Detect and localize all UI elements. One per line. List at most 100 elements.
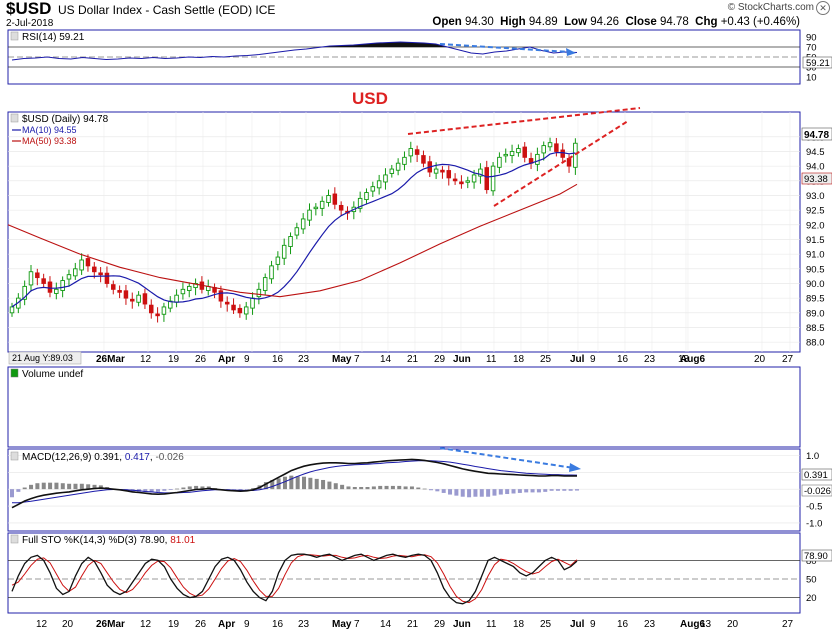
macd-histogram-bar — [181, 487, 186, 490]
bottom-x-tick-label: Apr — [218, 619, 235, 630]
ma10-line — [11, 152, 576, 308]
x-tick-label: Aug6 — [680, 354, 705, 365]
bottom-x-tick-label: 29 — [434, 619, 446, 630]
candle-up — [319, 200, 325, 209]
candle-up — [383, 174, 388, 183]
candle-down — [484, 167, 490, 191]
bottom-x-tick-label: 26 — [195, 619, 207, 630]
candle-up — [313, 206, 319, 210]
macd-histogram-bar — [187, 486, 192, 490]
candle-down — [440, 169, 445, 173]
open-label: Open — [432, 16, 462, 28]
instrument-name: US Dollar Index - Cash Settle (EOD) ICE — [58, 3, 275, 17]
macd-title: MACD(12,26,9) 0.391, 0.417, -0.026 — [10, 451, 184, 463]
candle-up — [357, 197, 363, 209]
macd-histogram-bar — [359, 486, 364, 490]
macd-line — [11, 458, 578, 509]
rsi-last-label: 59.21 — [806, 58, 830, 69]
bottom-x-tick-label: May — [332, 619, 352, 630]
candle-up — [22, 285, 27, 300]
candle-up — [307, 209, 312, 221]
bottom-x-tick-label: Jun — [453, 619, 471, 630]
price-y-tick: 93.0 — [806, 191, 825, 202]
macd-histogram-bar — [289, 475, 294, 490]
macd-histogram-bar — [441, 489, 446, 493]
candle-up — [509, 151, 515, 157]
bottom-x-tick-label: 14 — [380, 619, 392, 630]
bottom-x-tick-label: 12 — [140, 619, 152, 630]
sto-last-tag: 78.90 — [801, 549, 832, 562]
price-y-tick: 92.5 — [806, 206, 825, 217]
low-value: 94.26 — [590, 16, 620, 28]
macd-histogram-bar — [333, 483, 338, 490]
candle-up — [250, 297, 255, 309]
macd-histogram-bar — [492, 489, 497, 496]
candle-up — [66, 274, 72, 280]
macd-histogram-bar — [505, 489, 510, 495]
bottom-x-tick-label: 27 — [782, 619, 794, 630]
volume-title: Volume undef — [10, 368, 83, 380]
candle-down — [459, 181, 464, 185]
candle-down — [566, 158, 572, 167]
candle-up — [503, 153, 508, 157]
chart-header: $USD US Dollar Index - Cash Settle (EOD)… — [0, 0, 832, 30]
candle-up — [79, 259, 84, 271]
macd-histogram-bar — [486, 489, 491, 497]
macd-histogram-bar — [270, 479, 275, 490]
x-tick-label: 29 — [434, 354, 446, 365]
macd-y-tick: 1.0 — [806, 451, 819, 462]
candle-up — [60, 280, 65, 291]
price-y-tick: 89.0 — [806, 308, 825, 319]
bottom-x-tick-label: 20 — [727, 619, 739, 630]
macd-histogram-bar — [416, 487, 421, 490]
candle-up — [269, 265, 274, 280]
price-y-tick: 88.5 — [806, 323, 825, 334]
rsi-divergence-arrow — [439, 43, 571, 53]
macd-histogram-bar — [321, 479, 326, 490]
rsi-title: RSI(14) 59.21 — [10, 31, 85, 43]
ma10-legend: MA(10) 94.55 — [22, 125, 77, 135]
macd-arrow-head — [569, 463, 581, 472]
macd-histogram-bar — [149, 489, 154, 493]
exchange-label: ICE — [255, 3, 276, 17]
bottom-x-tick-label: 18 — [513, 619, 525, 630]
x-tick-label: 19 — [168, 354, 180, 365]
candle-down — [117, 290, 122, 293]
price-y-tick: 92.0 — [806, 220, 825, 231]
candle-up — [300, 218, 306, 230]
candle-up — [516, 148, 521, 154]
candle-up — [161, 306, 167, 315]
candle-up — [547, 142, 553, 148]
macd-histogram-bar — [575, 489, 579, 491]
candle-up — [497, 156, 502, 168]
price-y-tick: 88.0 — [806, 338, 825, 349]
macd-histogram-bar — [555, 489, 560, 491]
x-tick-label: 18 — [513, 354, 525, 365]
open-value: 94.30 — [464, 16, 494, 28]
macd-histogram-bar — [473, 489, 478, 497]
sto-d-line — [11, 554, 578, 604]
sto-title: Full STO %K(14,3) %D(3) 78.90, 81.01 — [10, 534, 196, 546]
price-y-tick: 90.0 — [806, 279, 825, 290]
axis-layer: 95.094.594.093.593.092.592.091.591.090.5… — [36, 33, 825, 631]
macd-histogram-bar — [390, 485, 395, 490]
sto-k-value: 78.90 — [140, 535, 165, 546]
candle-down — [98, 272, 103, 276]
ma50-line — [7, 183, 578, 298]
macd-histogram-bar — [48, 482, 53, 490]
macd-divergence-arrow — [439, 447, 575, 469]
macd-histogram-bar — [162, 489, 167, 491]
close-icon[interactable]: ✕ — [816, 1, 830, 15]
rsi-y-tick: 10 — [806, 73, 817, 84]
macd-histogram-bar — [371, 486, 376, 490]
candle-up — [174, 294, 179, 303]
macd-histogram-bar — [282, 476, 287, 490]
macd-histogram-bar — [92, 484, 97, 490]
macd-histogram-bar — [365, 486, 370, 490]
candle-up — [288, 236, 293, 247]
bottom-x-tick-label: 7 — [354, 619, 360, 630]
rsi-last-tag: 59.21 — [802, 56, 832, 69]
macd-histogram-bar — [86, 484, 91, 490]
rsi-overbought-fill — [12, 42, 577, 47]
candle-up — [370, 186, 376, 192]
